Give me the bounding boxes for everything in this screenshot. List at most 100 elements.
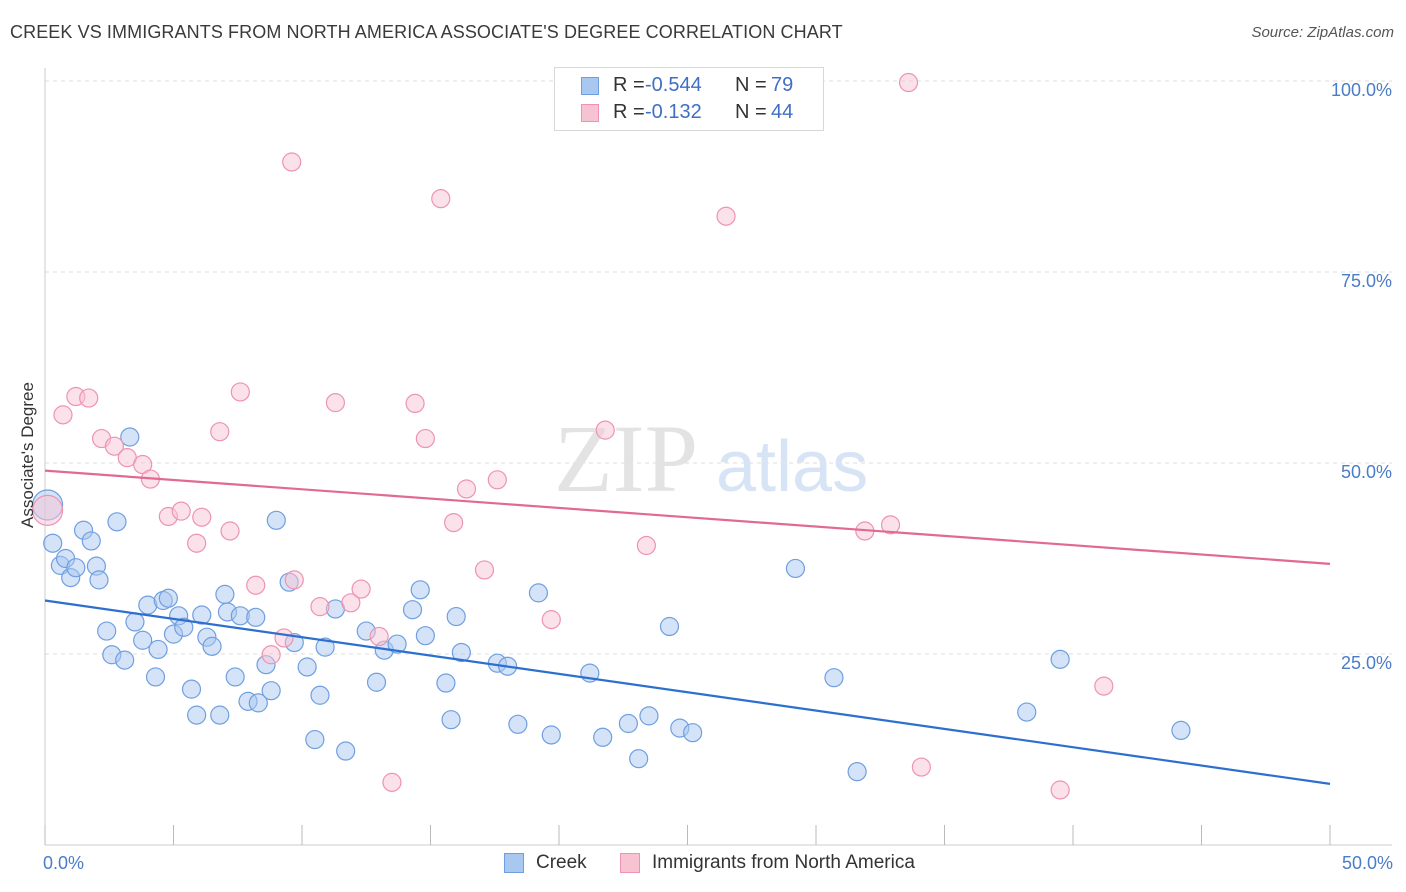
immigrants-point <box>104 436 124 456</box>
creek-point <box>210 705 230 725</box>
creek-swatch <box>504 853 524 873</box>
immigrants-point <box>351 579 371 599</box>
creek-point <box>261 681 281 701</box>
creek-point <box>187 705 207 725</box>
immigrants-point <box>898 72 919 93</box>
y-tick-label: 75.0% <box>1341 271 1392 291</box>
immigrants-point <box>282 152 302 172</box>
immigrants-point <box>171 501 191 521</box>
creek-point <box>297 657 317 677</box>
immigrants-trend-line <box>44 469 1331 565</box>
creek-point <box>618 713 638 734</box>
immigrants-point <box>210 422 230 442</box>
creek-point <box>629 749 649 769</box>
n-label: N = <box>735 74 767 96</box>
creek-point <box>410 580 430 600</box>
watermark-zip: ZIP <box>554 405 698 512</box>
immigrants-swatch <box>620 853 640 873</box>
chart-title: CREEK VS IMMIGRANTS FROM NORTH AMERICA A… <box>10 22 843 42</box>
gridlines <box>45 80 1392 655</box>
y-axis-label: Associate's Degree <box>18 382 37 528</box>
creek-point <box>315 637 335 657</box>
n-value: 44 <box>771 101 794 123</box>
immigrants-point <box>382 772 402 792</box>
creek-point <box>541 725 561 745</box>
creek-point <box>266 510 286 530</box>
creek-trend-line <box>44 599 1331 785</box>
immigrants-point <box>369 626 389 647</box>
immigrants-point <box>284 570 304 590</box>
trend-lines <box>44 469 1331 785</box>
watermark: ZIP atlas <box>554 405 868 512</box>
creek-point <box>225 667 245 687</box>
creek-point <box>508 714 528 734</box>
creek-point <box>305 729 325 750</box>
y-tick-label: 100.0% <box>1331 80 1392 100</box>
x-tick-label: 50.0% <box>1342 853 1393 873</box>
creek-point <box>133 630 153 650</box>
legend-label-creek: Creek <box>536 852 587 873</box>
creek-point <box>785 558 806 579</box>
watermark-atlas: atlas <box>716 427 868 507</box>
creek-point <box>366 672 387 692</box>
creek-point <box>97 621 117 641</box>
x-tick-labels: 0.0% 50.0% <box>43 853 1393 873</box>
immigrants-point <box>53 405 73 425</box>
immigrants-point <box>325 393 346 413</box>
creek-swatch <box>581 77 599 95</box>
r-label: R = <box>613 101 645 123</box>
creek-point <box>1171 720 1191 741</box>
immigrants-point <box>310 597 330 617</box>
creek-point <box>148 639 168 660</box>
creek-point <box>402 600 423 620</box>
immigrants-point <box>405 393 425 414</box>
y-tick-label: 25.0% <box>1341 653 1392 673</box>
creek-point <box>89 570 109 590</box>
creek-point <box>145 667 166 687</box>
creek-point <box>1050 649 1070 669</box>
immigrants-swatch <box>581 104 599 122</box>
creek-point <box>336 741 356 761</box>
x-tick-label: 0.0% <box>43 853 84 873</box>
y-tick-labels: 25.0% 50.0% 75.0% 100.0% <box>1331 80 1392 673</box>
creek-point <box>593 727 613 747</box>
immigrants-point <box>636 535 656 556</box>
creek-point <box>446 606 466 627</box>
creek-point <box>847 762 867 782</box>
creek-point <box>415 626 435 646</box>
legend-label-immigrants: Immigrants from North America <box>652 852 915 873</box>
axes <box>44 68 1392 846</box>
immigrants-point <box>431 189 451 209</box>
immigrants-point <box>274 628 294 648</box>
creek-point <box>215 584 235 605</box>
creek-point <box>246 607 266 627</box>
immigrants-point <box>341 593 361 613</box>
immigrants-point <box>444 512 464 533</box>
source-label: Source: ZipAtlas.com <box>1251 24 1394 41</box>
creek-point <box>248 693 268 713</box>
creek-point <box>441 710 461 730</box>
n-label: N = <box>735 101 767 123</box>
n-value: 79 <box>771 74 794 96</box>
immigrants-point <box>220 521 240 541</box>
creek-point <box>158 588 178 608</box>
immigrants-point <box>246 575 266 595</box>
immigrants-point <box>880 515 901 535</box>
creek-point <box>451 642 471 663</box>
creek-point <box>181 679 202 699</box>
creek-point <box>824 668 844 688</box>
immigrants-point <box>261 645 281 665</box>
creek-point <box>81 531 101 551</box>
r-value: -0.544 <box>645 74 702 96</box>
immigrants-point <box>192 507 212 527</box>
creek-point <box>1017 702 1037 722</box>
immigrants-points <box>31 72 1114 800</box>
creek-points <box>31 427 1191 782</box>
immigrants-point <box>716 206 736 226</box>
immigrants-point <box>541 610 561 630</box>
immigrants-point <box>911 757 931 777</box>
stats-legend: R = -0.544 N = 79 R = -0.132 N = 44 <box>554 67 824 131</box>
immigrants-point <box>1050 780 1070 800</box>
creek-point <box>683 723 703 743</box>
